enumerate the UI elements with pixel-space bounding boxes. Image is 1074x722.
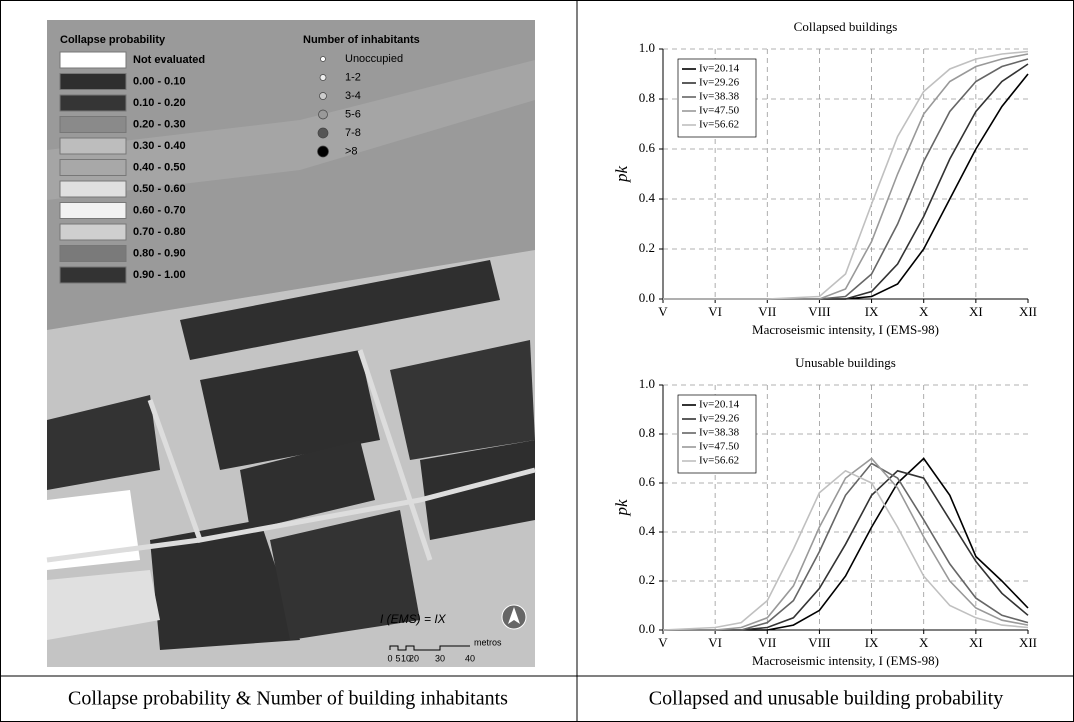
legend-label: Iv=20.14 xyxy=(699,399,740,411)
y-tick-label: 0.6 xyxy=(639,140,656,155)
legend-label: Iv=47.50 xyxy=(699,441,740,453)
legend-swatch xyxy=(60,224,126,240)
legend-swatch xyxy=(60,160,126,176)
legend-swatch xyxy=(60,52,126,68)
legend-swatch xyxy=(60,181,126,197)
legend-symbol xyxy=(318,128,328,138)
legend-label: Iv=29.26 xyxy=(699,77,740,89)
figure: I (EMS) = IX Collapse probability Number… xyxy=(0,0,1074,722)
legend-swatch xyxy=(60,267,126,283)
x-tick-label: XII xyxy=(1019,304,1037,319)
x-tick-label: X xyxy=(919,635,929,650)
legend-label: Iv=29.26 xyxy=(699,413,740,425)
legend-label: 0.30 - 0.40 xyxy=(133,140,186,152)
intensity-label: I (EMS) = IX xyxy=(380,612,447,626)
legend-label: 0.60 - 0.70 xyxy=(133,204,186,216)
y-tick-label: 0.0 xyxy=(639,621,655,636)
x-tick-label: VIII xyxy=(808,635,830,650)
legend-swatch xyxy=(60,74,126,90)
legend-label: 0.50 - 0.60 xyxy=(133,183,186,195)
legend-swatch xyxy=(60,246,126,262)
legend-symbol xyxy=(320,93,327,100)
x-tick-label: XII xyxy=(1019,635,1037,650)
y-tick-label: 0.4 xyxy=(639,190,656,205)
legend-label: 0.10 - 0.20 xyxy=(133,97,186,109)
y-tick-label: 0.8 xyxy=(639,425,655,440)
legend-label: >8 xyxy=(345,145,358,157)
caption: Collapse probability & Number of buildin… xyxy=(68,688,508,710)
scale-label: 5 xyxy=(395,653,400,663)
legend-label: Iv=47.50 xyxy=(699,105,740,117)
x-tick-label: VII xyxy=(758,635,776,650)
legend-label: 0.40 - 0.50 xyxy=(133,161,186,173)
legend-label: 5-6 xyxy=(345,108,361,120)
x-tick-label: IX xyxy=(865,304,879,319)
y-tick-label: 1.0 xyxy=(639,40,655,55)
x-tick-label: V xyxy=(658,635,668,650)
legend-label: Iv=56.62 xyxy=(699,455,739,467)
legend-symbol xyxy=(318,146,329,157)
legend-label: 0.20 - 0.30 xyxy=(133,118,186,130)
x-tick-label: VI xyxy=(708,304,722,319)
y-axis-title: pk xyxy=(612,166,631,184)
legend-label: 1-2 xyxy=(345,71,361,83)
y-tick-label: 0.8 xyxy=(639,90,655,105)
chart-title: Unusable buildings xyxy=(795,355,896,370)
legend-symbol xyxy=(319,110,328,119)
scale-label: 40 xyxy=(465,653,475,663)
x-tick-label: VI xyxy=(708,635,722,650)
legend-label: 0.00 - 0.10 xyxy=(133,75,186,87)
legend-symbol xyxy=(321,57,326,62)
legend-label: 3-4 xyxy=(345,90,361,102)
y-axis-title: pk xyxy=(612,499,631,517)
y-tick-label: 0.6 xyxy=(639,474,656,489)
legend-swatch xyxy=(60,95,126,111)
legend-label: 0.70 - 0.80 xyxy=(133,226,186,238)
legend-label: Iv=56.62 xyxy=(699,119,739,131)
x-tick-label: XI xyxy=(969,635,983,650)
y-tick-label: 0.0 xyxy=(639,290,655,305)
x-tick-label: VIII xyxy=(808,304,830,319)
legend-label: 7-8 xyxy=(345,127,361,139)
x-tick-label: X xyxy=(919,304,929,319)
legend-label: Iv=20.14 xyxy=(699,63,740,75)
legend-title: Number of inhabitants xyxy=(303,34,420,46)
y-tick-label: 0.2 xyxy=(639,572,655,587)
scale-label: 20 xyxy=(409,653,419,663)
legend-swatch xyxy=(60,203,126,219)
x-tick-label: IX xyxy=(865,635,879,650)
legend-label: Iv=38.38 xyxy=(699,91,740,103)
y-tick-label: 0.4 xyxy=(639,523,656,538)
scale-label: 30 xyxy=(435,653,445,663)
x-tick-label: V xyxy=(658,304,668,319)
legend-title: Collapse probability xyxy=(60,34,166,46)
legend-label: 0.80 - 0.90 xyxy=(133,247,186,259)
legend-label: Iv=38.38 xyxy=(699,427,740,439)
caption: Collapsed and unusable building probabil… xyxy=(649,688,1003,710)
legend-swatch xyxy=(60,138,126,154)
legend-label: Not evaluated xyxy=(133,54,205,66)
chart-title: Collapsed buildings xyxy=(794,19,898,34)
legend-label: Unoccupied xyxy=(345,53,403,65)
legend-swatch xyxy=(60,117,126,133)
legend-label: 0.90 - 1.00 xyxy=(133,269,186,281)
legend-symbol xyxy=(320,75,326,81)
x-axis-title: Macroseismic intensity, I (EMS-98) xyxy=(752,653,939,668)
scale-unit: metros xyxy=(474,637,502,647)
x-axis-title: Macroseismic intensity, I (EMS-98) xyxy=(752,322,939,337)
y-tick-label: 0.2 xyxy=(639,240,655,255)
y-tick-label: 1.0 xyxy=(639,376,655,391)
scale-label: 0 xyxy=(387,653,392,663)
x-tick-label: VII xyxy=(758,304,776,319)
x-tick-label: XI xyxy=(969,304,983,319)
